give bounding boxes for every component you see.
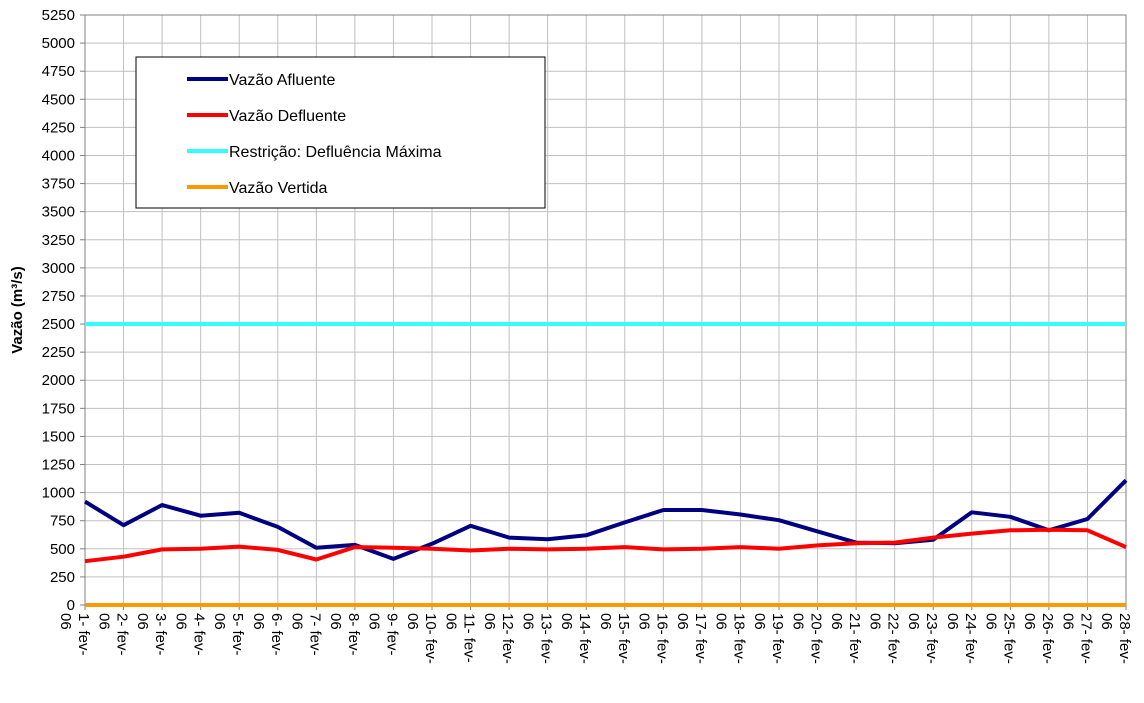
x-tick-label: 13- fev-06: [520, 613, 555, 664]
y-tick-label: 3000: [42, 260, 75, 277]
x-tick-label: 28- fev-06: [1098, 613, 1133, 664]
x-tick-label: 1- fev-06: [57, 613, 92, 656]
y-tick-label: 3250: [42, 232, 75, 249]
x-tick-label: 19- fev-06: [751, 613, 786, 664]
y-tick-label: 250: [50, 569, 75, 586]
legend-label-3: Vazão Vertida: [229, 180, 328, 197]
y-tick-label: 4500: [42, 91, 75, 108]
y-tick-label: 1750: [42, 400, 75, 417]
x-tick-label: 10- fev-06: [404, 613, 439, 664]
y-tick-label: 2750: [42, 288, 75, 305]
series-line-0: [83, 478, 1128, 561]
y-tick-label: 5000: [42, 35, 75, 52]
x-tick-label: 3- fev-06: [134, 613, 169, 656]
y-tick-label: 3500: [42, 204, 75, 221]
series: [83, 322, 1128, 607]
y-tick-label: 2250: [42, 344, 75, 361]
x-tick-label: 26- fev-06: [1021, 613, 1056, 664]
x-tick-label: 12- fev-06: [481, 613, 516, 664]
x-tick-label: 21- fev-06: [828, 613, 863, 664]
x-tick-label: 8- fev-06: [327, 613, 362, 656]
x-tick-label: 17- fev-06: [674, 613, 709, 664]
x-tick-label: 7- fev-06: [288, 613, 323, 656]
x-tick-label: 20- fev-06: [790, 613, 825, 664]
x-tick-label: 11- fev-06: [443, 613, 478, 663]
x-tick-label: 27- fev-06: [1059, 613, 1094, 664]
y-tick-label: 2500: [42, 316, 75, 333]
y-tick-label: 4000: [42, 147, 75, 164]
x-tick-label: 2- fev-06: [96, 613, 131, 656]
legend-label-1: Vazão Defluente: [229, 108, 346, 125]
x-tick-label: 4- fev-06: [173, 613, 208, 656]
y-tick-label: 1250: [42, 457, 75, 474]
x-tick-label: 15- fev-06: [597, 613, 632, 664]
x-tick-label: 9- fev-06: [365, 613, 400, 656]
x-tick-label: 5- fev-06: [211, 613, 246, 656]
y-tick-label: 750: [50, 513, 75, 530]
axes: 0 250 500 750 1000 1250 1500 1750 2000 2250 2500 27…: [42, 7, 1133, 664]
x-tick-label: 14- fev-06: [558, 613, 593, 664]
x-tick-label: 16- fev-06: [635, 613, 670, 664]
legend-label-2: Restrição: Defluência Máxima: [229, 144, 442, 161]
y-tick-label: 1500: [42, 428, 75, 445]
legend-label-0: Vazão Afluente: [229, 72, 336, 89]
y-tick-label: 4250: [42, 119, 75, 136]
legend: Vazão Afluente Vazão Defluente Restrição: …: [135, 56, 546, 209]
series-line-1: [84, 527, 1127, 564]
y-tick-label: 4750: [42, 63, 75, 80]
legend-box: [135, 56, 546, 209]
y-tick-label: 1000: [42, 485, 75, 502]
y-tick-label: 2000: [42, 372, 75, 389]
y-tick-label: 5250: [42, 7, 75, 24]
x-tick-label: 18- fev-06: [712, 613, 747, 664]
x-tick-label: 6- fev-06: [250, 613, 285, 656]
y-axis-label: Vazão (m³/s): [9, 266, 26, 354]
x-tick-label: 22- fev-06: [867, 613, 902, 664]
x-tick-label: 23- fev-06: [905, 613, 940, 664]
y-tick-label: 0: [67, 597, 75, 614]
x-tick-label: 25- fev-06: [982, 613, 1017, 664]
y-tick-label: 500: [50, 541, 75, 558]
x-tick-label: 24- fev-06: [944, 613, 979, 664]
y-tick-label: 3750: [42, 176, 75, 193]
